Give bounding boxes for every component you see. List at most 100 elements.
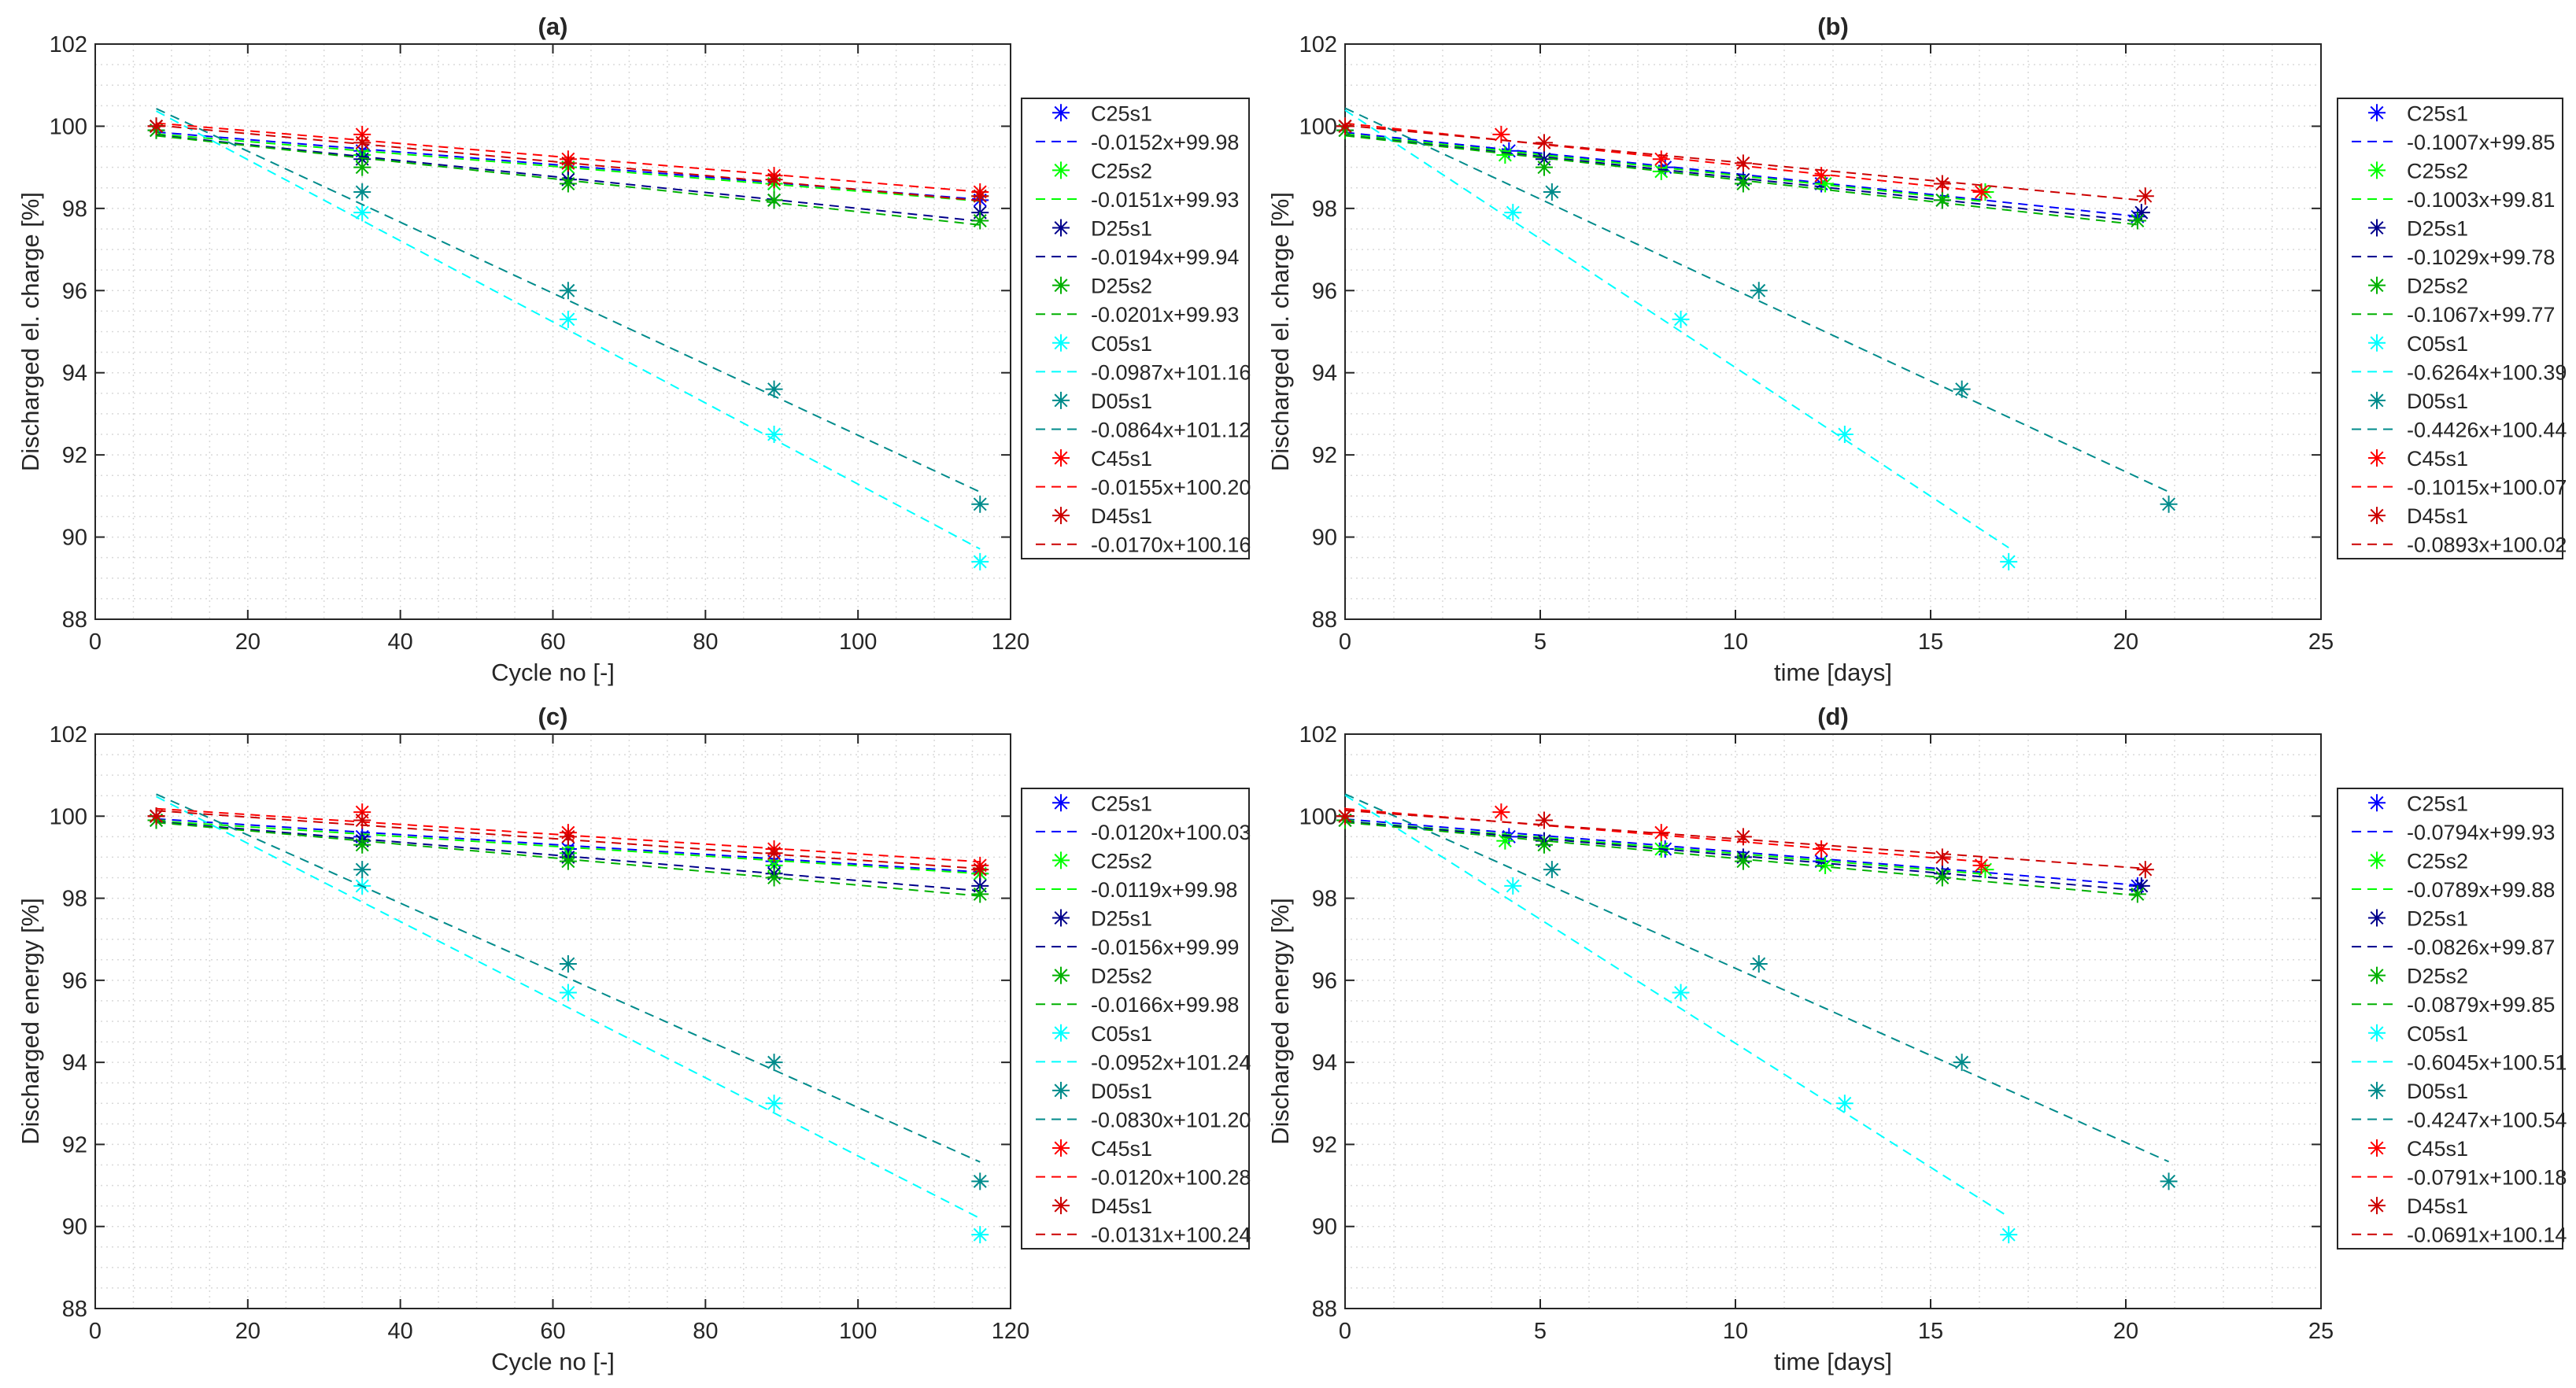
data-point-D25s2 (765, 191, 783, 209)
x-tick-label: 0 (89, 1319, 102, 1344)
axes-box (1344, 43, 2322, 620)
data-point-C05s1 (559, 984, 577, 1002)
legend-series-label: C25s2 (1091, 849, 1152, 873)
legend-marker-icon (1052, 161, 1070, 179)
legend-fit-label: -0.0120x+100.28 (1091, 1166, 1251, 1190)
data-point-D05s1 (1750, 955, 1768, 973)
legend-marker-icon (1052, 1197, 1070, 1215)
y-tick-label: 90 (62, 526, 87, 551)
y-tick-label: 92 (62, 443, 87, 468)
legend-fit-label: -0.0120x+100.03 (1091, 821, 1251, 844)
chart-panel-1: 0 5 10 15 20 25 88 90 92 94 96 98 100 102 (b) time [day… (1266, 13, 2567, 686)
y-tick-label: 102 (50, 722, 87, 748)
data-point-D45s1 (1933, 848, 1951, 866)
y-tick-label: 100 (1299, 804, 1337, 829)
legend-series-label: D05s1 (1091, 389, 1152, 413)
x-tick-label: 120 (992, 629, 1029, 655)
data-point-D05s1 (353, 861, 371, 879)
data-point-D45s1 (353, 134, 371, 152)
chart-title: (c) (538, 703, 568, 730)
y-axis-label: Discharged energy [%] (1266, 898, 1294, 1145)
legend-fit-label: -0.1003x+99.81 (2407, 188, 2555, 212)
data-point-D25s2 (559, 175, 577, 193)
y-tick-label: 92 (1312, 1132, 1337, 1157)
data-point-C45s1 (1492, 803, 1510, 821)
y-tick-label: 102 (1299, 722, 1337, 748)
legend: C25s1 -0.1007x+99.85 C25s2 -0.1003x+99.81 D2… (2337, 98, 2567, 559)
legend-fit-label: -0.0789x+99.88 (2407, 878, 2555, 902)
legend-series-label: D25s1 (1091, 907, 1152, 931)
data-point-C05s1 (1835, 1095, 1853, 1113)
y-tick-label: 92 (62, 1132, 87, 1157)
data-point-D05s1 (1953, 380, 1971, 398)
y-axis-label: Discharged el. charge [%] (1266, 192, 1294, 471)
legend-fit-label: -0.0826x+99.87 (2407, 936, 2555, 959)
data-point-D45s1 (1336, 807, 1354, 825)
legend-fit-label: -0.0155x+100.20 (1091, 476, 1251, 500)
legend-fit-label: -0.4426x+100.44 (2407, 418, 2567, 441)
legend-fit-label: -0.0691x+100.14 (2407, 1224, 2567, 1247)
x-tick-label: 60 (540, 629, 565, 655)
legend-series-label: D05s1 (2407, 1080, 2468, 1103)
data-point-D45s1 (765, 171, 783, 189)
legend-series-label: C25s1 (2407, 102, 2468, 125)
y-tick-label: 98 (62, 887, 87, 912)
data-point-D25s2 (1734, 175, 1752, 193)
legend-marker-icon (2368, 966, 2386, 984)
x-tick-label: 40 (388, 629, 413, 655)
legend-marker-icon (2368, 391, 2386, 409)
legend-fit-label: -0.1007x+99.85 (2407, 131, 2555, 154)
x-tick-label: 80 (693, 629, 718, 655)
legend-fit-label: -0.0794x+99.93 (2407, 821, 2555, 844)
legend-series-label: D45s1 (2407, 1194, 2468, 1218)
legend-marker-icon (1052, 1139, 1070, 1157)
y-tick-label: 88 (1312, 607, 1337, 633)
legend-fit-label: -0.0131x+100.24 (1091, 1224, 1251, 1247)
data-point-D45s1 (2136, 861, 2154, 879)
y-tick-label: 88 (62, 607, 87, 633)
chart-title: (d) (1817, 703, 1849, 730)
trend-line-D05s1 (1344, 793, 2169, 1163)
data-point-D25s2 (1933, 191, 1951, 209)
x-tick-label: 0 (89, 629, 102, 655)
data-point-C05s1 (1504, 204, 1522, 222)
legend-series-label: D45s1 (1091, 504, 1152, 528)
trend-line-D25s2 (1344, 135, 2138, 226)
trend-line-C25s1 (1344, 131, 2138, 217)
y-tick-label: 88 (1312, 1297, 1337, 1322)
legend-series-label: D25s2 (2407, 965, 2468, 988)
legend-marker-icon (2368, 794, 2386, 812)
data-point-D05s1 (1953, 1054, 1971, 1072)
data-point-C05s1 (2000, 1226, 2018, 1244)
legend-series-label: C25s1 (1091, 102, 1152, 125)
legend-fit-label: -0.6264x+100.39 (2407, 360, 2567, 384)
x-tick-label: 5 (1534, 1319, 1547, 1344)
legend-marker-icon (2368, 851, 2386, 869)
legend-fit-label: -0.1029x+99.78 (2407, 245, 2555, 269)
legend-marker-icon (1052, 851, 1070, 869)
legend-fit-label: -0.1015x+100.07 (2407, 476, 2567, 500)
data-point-D05s1 (2160, 1172, 2178, 1191)
y-tick-label: 92 (1312, 443, 1337, 468)
data-point-C45s1 (1652, 824, 1670, 842)
legend-series-label: C05s1 (2407, 1022, 2468, 1046)
data-point-D25s2 (1535, 836, 1553, 854)
legend: C25s1 -0.0152x+99.98 C25s2 -0.0151x+99.93 D2… (1021, 98, 1251, 559)
data-point-D05s1 (353, 183, 371, 201)
legend-fit-label: -0.0152x+99.98 (1091, 131, 1239, 154)
trend-line-C05s1 (156, 110, 981, 550)
x-tick-label: 20 (2113, 629, 2138, 655)
legend-series-label: C25s2 (2407, 849, 2468, 873)
x-tick-label: 15 (1918, 629, 1943, 655)
legend-series-label: D05s1 (2407, 389, 2468, 413)
data-point-C45s1 (1972, 856, 1990, 874)
chart-title: (a) (538, 13, 568, 40)
legend-series-label: C05s1 (1091, 1022, 1152, 1046)
y-tick-label: 100 (50, 804, 87, 829)
data-point-C45s1 (1972, 183, 1990, 201)
legend-fit-label: -0.1067x+99.77 (2407, 303, 2555, 327)
x-axis-label: time [days] (1774, 1348, 1892, 1375)
legend-marker-icon (1052, 909, 1070, 927)
legend-fit-label: -0.0166x+99.98 (1091, 993, 1239, 1017)
legend-marker-icon (2368, 219, 2386, 237)
